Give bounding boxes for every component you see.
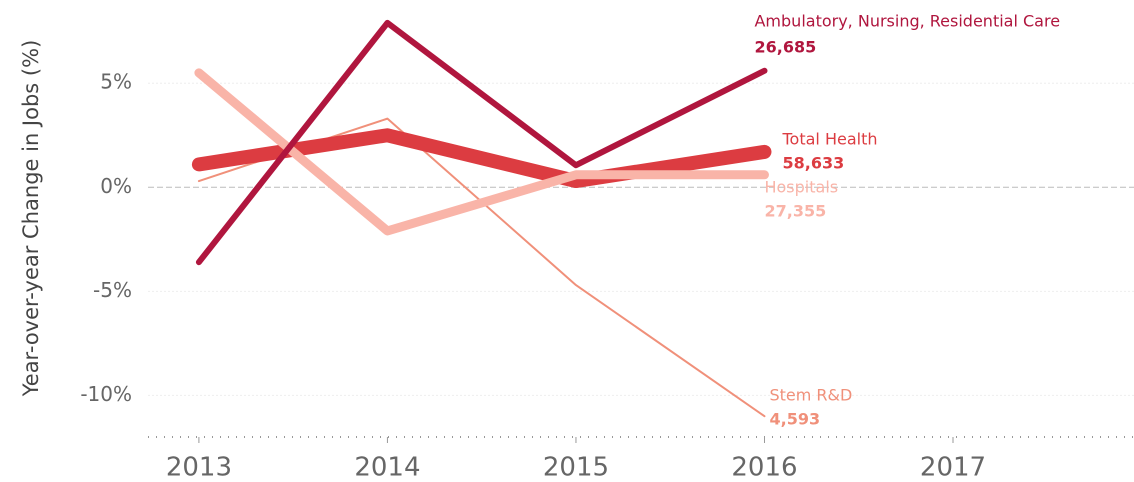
series-label: Total Health <box>781 129 877 148</box>
series-label: Ambulatory, Nursing, Residential Care <box>754 11 1060 30</box>
x-tick-label: 2015 <box>543 453 609 482</box>
y-tick-label: -10% <box>80 382 132 406</box>
series-line <box>195 19 768 266</box>
y-tick-label: -5% <box>93 278 132 302</box>
x-tick-label: 2014 <box>354 453 420 482</box>
series-label: Hospitals <box>764 177 838 196</box>
series-end-value: 27,355 <box>764 201 826 220</box>
x-tick-label: 2017 <box>920 453 986 482</box>
x-tick-label: 2016 <box>731 453 797 482</box>
x-tick-label: 2013 <box>166 453 232 482</box>
series-end-value: 58,633 <box>782 153 844 172</box>
series-end-value: 26,685 <box>754 37 816 56</box>
y-tick-label: 5% <box>100 70 132 94</box>
y-tick-label: 0% <box>100 174 132 198</box>
series-line <box>194 68 769 236</box>
series-end-value: 4,593 <box>769 410 820 429</box>
series-label: Stem R&D <box>769 386 852 405</box>
y-axis-label: Year-over-year Change in Jobs (%) <box>19 40 43 398</box>
